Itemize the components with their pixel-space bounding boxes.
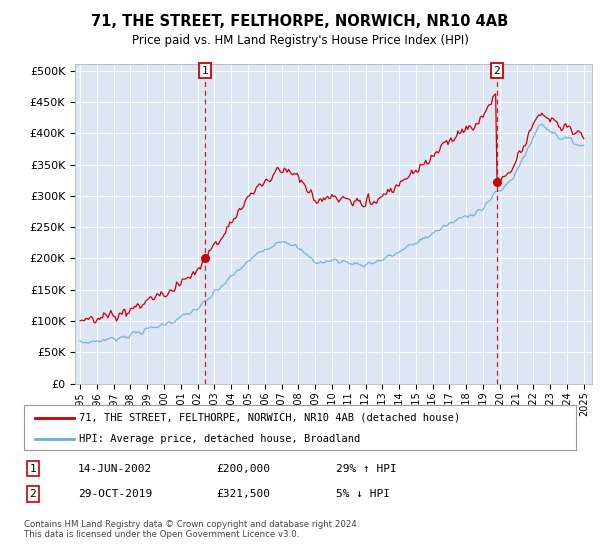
Text: 1: 1 [29, 464, 37, 474]
Text: 2: 2 [494, 66, 500, 76]
Text: 71, THE STREET, FELTHORPE, NORWICH, NR10 4AB: 71, THE STREET, FELTHORPE, NORWICH, NR10… [91, 14, 509, 29]
Text: 14-JUN-2002: 14-JUN-2002 [78, 464, 152, 474]
Text: HPI: Average price, detached house, Broadland: HPI: Average price, detached house, Broa… [79, 434, 361, 444]
Text: Contains HM Land Registry data © Crown copyright and database right 2024.
This d: Contains HM Land Registry data © Crown c… [24, 520, 359, 539]
Text: 71, THE STREET, FELTHORPE, NORWICH, NR10 4AB (detached house): 71, THE STREET, FELTHORPE, NORWICH, NR10… [79, 413, 460, 423]
Text: Price paid vs. HM Land Registry's House Price Index (HPI): Price paid vs. HM Land Registry's House … [131, 34, 469, 46]
Text: 1: 1 [202, 66, 209, 76]
Text: £200,000: £200,000 [216, 464, 270, 474]
Text: 5% ↓ HPI: 5% ↓ HPI [336, 489, 390, 499]
Text: 2: 2 [29, 489, 37, 499]
Text: £321,500: £321,500 [216, 489, 270, 499]
Text: 29-OCT-2019: 29-OCT-2019 [78, 489, 152, 499]
Text: 29% ↑ HPI: 29% ↑ HPI [336, 464, 397, 474]
